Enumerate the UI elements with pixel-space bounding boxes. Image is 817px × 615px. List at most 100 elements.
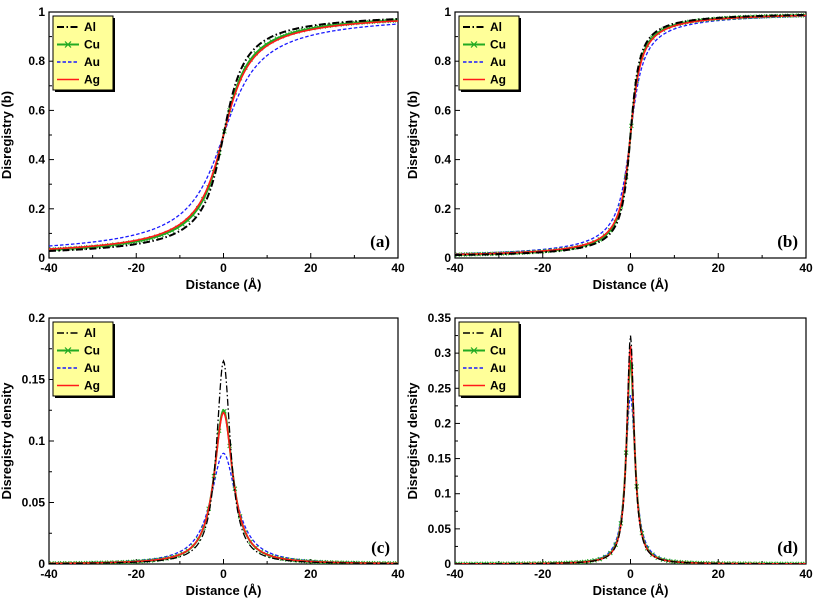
y-tick-label: 0.1 [434,487,451,501]
panel-label: (a) [370,232,390,251]
y-tick-label: 0.6 [28,103,45,117]
legend-box [458,321,520,397]
legend-marker [470,41,478,48]
legend-marker [64,41,72,48]
chart-panel-1: -40 -20 0 20 40 0 0.2 0.4 0.6 0.8 1 Distance (Å) Dis… [0,5,405,292]
legend-marker [64,347,72,354]
series-line-al [455,13,806,257]
y-tick-label: 0.8 [28,54,45,68]
x-tick-label: -20 [128,567,146,581]
y-tick-label: 0.2 [434,416,451,430]
data-point [650,35,655,41]
y-tick-label: 0 [444,557,451,571]
series-group [49,18,398,252]
chart-panel-3: -40 -20 0 20 40 0 0.05 0.1 0.15 0.2 Distance (Å) Di… [0,311,405,598]
x-tick-label: 40 [799,567,813,581]
legend-label-ag: Ag [84,379,100,393]
legend-label-cu: Cu [84,38,100,52]
y-tick-label: 0 [444,251,451,265]
x-tick-label: 40 [799,261,813,275]
legend-label-au: Au [490,361,506,375]
legend-marker [470,347,478,354]
panel-label: (c) [371,538,390,557]
y-tick-label: 0.25 [428,381,452,395]
x-tick-label: 20 [304,261,318,275]
legend-label-al: Al [84,20,96,34]
x-tick-label: 0 [220,261,227,275]
legend-label-al: Al [490,326,502,340]
y-tick-label: 0.15 [22,373,46,387]
series-line-al [49,359,398,564]
chart-panel-2: -40 -20 0 20 40 0 0.2 0.4 0.6 0.8 1 Distance (Å) Dis… [405,5,813,292]
y-axis-title: Disregistry (b) [405,91,420,179]
legend: Al Cu Au Ag [458,15,521,92]
series-group [49,359,398,564]
y-axis-title: Disregistry (b) [0,91,14,179]
x-axis-title: Distance (Å) [186,583,262,598]
y-axis-title: Disregistry density [405,382,420,500]
y-tick-label: 0 [38,557,45,571]
legend-label-al: Al [490,20,502,34]
series-line-al [455,335,806,564]
panel-label: (b) [777,232,798,251]
x-tick-label: -40 [446,261,464,275]
x-tick-label: -20 [534,261,552,275]
y-tick-label: 0.2 [28,311,45,325]
x-tick-label: -20 [534,567,552,581]
y-tick-label: 0.05 [22,496,46,510]
x-tick-label: 40 [391,261,405,275]
y-tick-label: 0.05 [428,522,452,536]
legend: Al Cu Au Ag [458,321,521,398]
x-axis-title: Distance (Å) [186,277,262,292]
y-tick-label: 0.6 [434,103,451,117]
y-tick-label: 0.4 [434,153,451,167]
legend-label-al: Al [84,326,96,340]
legend-box [52,321,114,397]
series-line-ag [49,20,398,250]
legend-label-ag: Ag [84,73,100,87]
legend-label-cu: Cu [490,38,506,52]
series-group [455,12,806,257]
x-tick-label: -20 [128,261,146,275]
y-tick-label: 0.4 [28,153,45,167]
y-tick-label: 0.15 [428,452,452,466]
y-tick-label: 0.2 [28,202,45,216]
x-axis-title: Distance (Å) [593,277,669,292]
panel-label: (d) [777,538,798,557]
chart-panel-4: -40 -20 0 20 40 0 0.05 0.1 0.15 0.2 0.25 0.3 0.35 Dis… [405,311,813,598]
y-tick-label: 1 [38,5,45,19]
legend-label-cu: Cu [490,344,506,358]
y-axis-title: Disregistry density [0,382,14,500]
x-tick-label: 40 [391,567,405,581]
y-tick-label: 1 [444,5,451,19]
series-line-al [49,18,398,252]
legend-label-au: Au [490,55,506,69]
x-tick-label: 20 [304,567,318,581]
y-tick-label: 0.1 [28,434,45,448]
legend-box [52,15,114,91]
y-tick-label: 0.2 [434,202,451,216]
y-tick-label: 0.3 [434,346,451,360]
legend: Al Cu Au Ag [52,15,115,92]
x-tick-label: 0 [220,567,227,581]
legend-label-ag: Ag [490,379,506,393]
x-tick-label: -40 [446,567,464,581]
x-tick-label: 0 [627,567,634,581]
legend-label-au: Au [84,361,100,375]
y-tick-label: 0.35 [428,311,452,325]
legend-label-cu: Cu [84,344,100,358]
legend-label-au: Au [84,55,100,69]
x-tick-label: -40 [40,261,58,275]
x-tick-label: 20 [712,567,726,581]
x-axis-title: Distance (Å) [593,583,669,598]
plot-frame [48,317,399,565]
legend-box [458,15,520,91]
y-tick-label: 0.8 [434,54,451,68]
x-tick-label: -40 [40,567,58,581]
legend: Al Cu Au Ag [52,321,115,398]
x-tick-label: 20 [712,261,726,275]
x-tick-label: 0 [627,261,634,275]
series-group [455,335,806,564]
legend-label-ag: Ag [490,73,506,87]
